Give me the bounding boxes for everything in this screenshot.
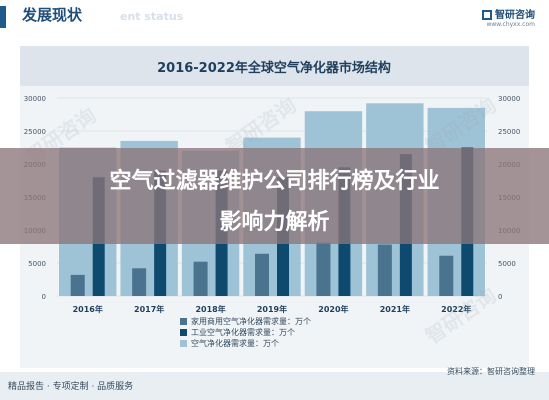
overlay-title-line1: 空气过滤器维护公司排行榜及行业 — [109, 169, 440, 194]
brand-name: 智研咨询 — [495, 10, 535, 21]
x-tick-label: 2020年 — [318, 304, 348, 314]
overlay-title-line2: 影响力解析 — [219, 210, 330, 235]
y-tick-label-left: 30000 — [24, 95, 46, 103]
y-tick-label-right: 5000 — [498, 260, 516, 268]
bar-household-demand — [439, 255, 454, 296]
y-tick-label-left: 0 — [42, 293, 46, 301]
footer-source: 资料来源：智研咨询整理 — [447, 367, 535, 376]
bar-household-demand — [377, 244, 392, 296]
header-accent-bar — [0, 6, 6, 28]
chart-title: 2016-2022年全球空气净化器市场结构 — [157, 60, 391, 76]
x-tick-label: 2017年 — [134, 304, 164, 314]
legend-swatch — [180, 318, 187, 325]
legend-label: 空气净化器需求量：万个 — [191, 338, 279, 348]
y-tick-label-left: 5000 — [28, 260, 46, 268]
header: 发展现状 ent status 智研咨询 www.chyxx.com — [0, 0, 549, 34]
brand: 智研咨询 www.chyxx.com — [482, 6, 535, 28]
bar-household-demand — [193, 261, 208, 296]
y-tick-label-left: 25000 — [24, 128, 46, 136]
legend-swatch — [180, 329, 187, 336]
x-tick-label: 2019年 — [257, 304, 287, 314]
footer: 精品报告 · 专项定制 · 品质服务 资料来源：智研咨询整理 — [0, 367, 549, 400]
x-tick-label: 2021年 — [380, 304, 410, 314]
brand-url: www.chyxx.com — [486, 21, 535, 28]
bar-household-demand — [70, 274, 85, 296]
header-title: 发展现状 — [22, 6, 83, 24]
x-tick-label: 2022年 — [441, 304, 471, 314]
y-tick-label-right: 25000 — [498, 128, 520, 136]
chart-title-band — [20, 46, 529, 86]
y-tick-label-right: 0 — [498, 293, 502, 301]
header-subtitle: ent status — [120, 10, 184, 23]
y-tick-label-right: 30000 — [498, 95, 520, 103]
x-tick-label: 2018年 — [195, 304, 225, 314]
bar-household-demand — [316, 242, 331, 296]
x-tick-label: 2016年 — [73, 304, 103, 314]
bar-household-demand — [255, 253, 269, 296]
legend-label: 家用商用空气净化器需求量：万个 — [191, 316, 311, 326]
legend-swatch — [180, 340, 187, 347]
legend-label: 工业空气净化器需求量：万个 — [191, 327, 295, 337]
bar-household-demand — [132, 268, 147, 296]
overlay-band — [0, 148, 549, 244]
footer-tagline: 精品报告 · 专项定制 · 品质服务 — [8, 382, 134, 392]
brand-logo-icon — [482, 10, 492, 20]
